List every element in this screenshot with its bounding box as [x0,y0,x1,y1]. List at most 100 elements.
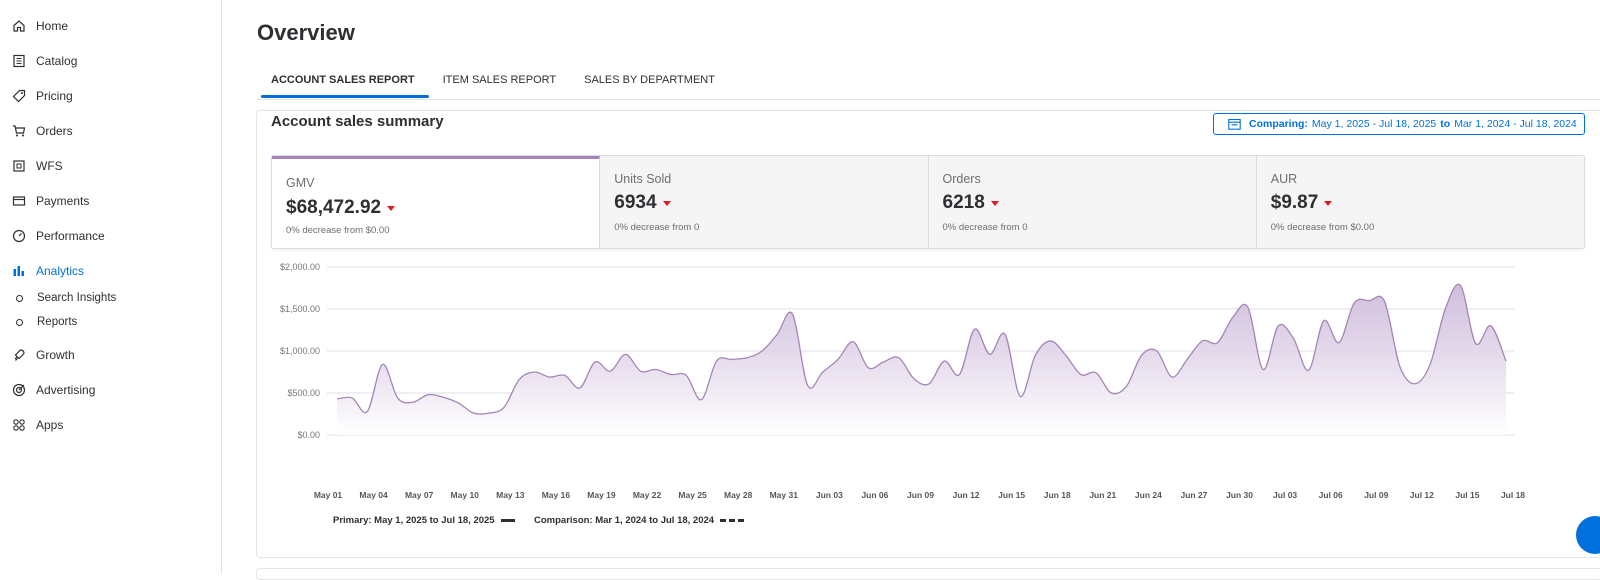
sidebar-item-label: Catalog [36,54,78,68]
x-tick-label: May 31 [770,490,799,500]
help-chat-button[interactable] [1576,516,1600,554]
kpi-tiles: GMV $68,472.92 0% decrease from $0.00 Un… [271,155,1585,249]
sidebar-item-label: Performance [36,229,105,243]
kpi-tile-orders[interactable]: Orders 6218 0% decrease from 0 [928,156,1257,248]
kpi-delta: 0% decrease from $0.00 [286,225,390,236]
kpi-value-row: $9.87 [1271,192,1333,214]
sidebar-item-payments[interactable]: Payments [12,190,89,212]
kpi-value-row: 6218 [943,192,999,214]
x-tick-label: May 28 [724,490,753,500]
page-title: Overview [257,20,355,45]
tab-sales-by-department[interactable]: SALES BY DEPARTMENT [584,74,715,86]
x-tick-label: Jun 18 [1044,490,1071,500]
main-content: Overview ACCOUNT SALES REPORT ITEM SALES… [221,0,1600,580]
sidebar-item-home[interactable]: Home [12,15,68,37]
sidebar-item-label: Growth [36,348,75,362]
sidebar-item-apps[interactable]: Apps [12,414,63,436]
kpi-tile-aur[interactable]: AUR $9.87 0% decrease from $0.00 [1256,156,1584,248]
account-sales-summary-card: Account sales summary Comparing: May 1, … [256,110,1600,558]
x-tick-label: May 19 [587,490,616,500]
bullet-icon [16,318,23,326]
catalog-icon [12,54,26,68]
sidebar-item-pricing[interactable]: Pricing [12,85,73,107]
x-tick-label: Jun 03 [816,490,843,500]
sidebar-subitem-label: Search Insights [37,292,117,304]
x-tick-label: Jun 15 [998,490,1025,500]
x-tick-label: May 16 [542,490,571,500]
home-icon [12,19,26,33]
compare-comparison-range: Mar 1, 2024 - Jul 18, 2024 [1454,118,1577,130]
bar-chart-icon [12,264,26,278]
sidebar-item-advertising[interactable]: Advertising [12,379,95,401]
series-line [336,283,1507,415]
x-tick-label: May 13 [496,490,525,500]
sidebar-subitem-reports[interactable]: Reports [16,313,77,331]
kpi-delta: 0% decrease from 0 [614,222,700,233]
card-icon [12,194,26,208]
kpi-value: 6934 [614,192,657,213]
kpi-value-row: $68,472.92 [286,197,396,219]
compare-to: to [1440,118,1451,130]
x-tick-label: Jul 06 [1319,490,1343,500]
legend-primary: Primary: May 1, 2025 to Jul 18, 2025 [333,515,515,526]
x-tick-label: Jul 18 [1501,490,1525,500]
sidebar-item-performance[interactable]: Performance [12,225,105,247]
sidebar-item-label: Pricing [36,89,73,103]
sidebar-item-label: Home [36,19,69,33]
report-tabs: ACCOUNT SALES REPORT ITEM SALES REPORT S… [257,62,729,98]
y-tick-label: $0.00 [297,430,320,440]
legend-solid-swatch [500,519,515,522]
sidebar-item-label: Advertising [36,383,96,397]
gauge-icon [12,229,26,243]
x-tick-label: May 04 [359,490,388,500]
sidebar-item-catalog[interactable]: Catalog [12,50,77,72]
sidebar-item-orders[interactable]: Orders [12,120,73,142]
compare-label: Comparing: [1249,118,1308,130]
sidebar-subitem-label: Reports [37,316,78,328]
bullet-icon [16,294,23,302]
legend-dashed-swatch [720,519,747,522]
kpi-tile-units-sold[interactable]: Units Sold 6934 0% decrease from 0 [600,156,929,248]
sidebar-item-label: Payments [36,194,90,208]
next-card [256,568,1600,580]
calendar-icon [1228,118,1241,130]
y-tick-label: $1,500.00 [280,304,320,314]
sidebar-item-label: Analytics [36,264,85,278]
sidebar-item-label: WFS [36,159,63,173]
x-tick-label: Jul 09 [1364,490,1388,500]
sidebar-item-wfs[interactable]: WFS [12,155,63,177]
kpi-tile-gmv[interactable]: GMV $68,472.92 0% decrease from $0.00 [272,156,601,248]
sidebar-subitem-search-insights[interactable]: Search Insights [16,289,116,307]
x-tick-label: Jun 27 [1180,490,1207,500]
tab-item-sales-report[interactable]: ITEM SALES REPORT [442,74,557,86]
y-tick-label: $1,000.00 [280,346,320,356]
kpi-delta: 0% decrease from $0.00 [1270,222,1375,233]
target-icon [12,383,26,397]
y-tick-label: $2,000.00 [280,262,320,272]
x-tick-label: Jun 30 [1226,490,1253,500]
x-tick-label: Jul 03 [1273,490,1297,500]
compare-date-range-button[interactable]: Comparing: May 1, 2025 - Jul 18, 2025 to… [1213,113,1585,135]
tab-account-sales-report[interactable]: ACCOUNT SALES REPORT [257,62,429,98]
x-tick-label: Jun 21 [1089,490,1116,500]
kpi-label: Units Sold [614,172,672,186]
kpi-value: $9.87 [1270,192,1319,213]
legend-primary-label: Primary: May 1, 2025 to Jul 18, 2025 [333,515,495,526]
x-tick-label: Jul 15 [1455,490,1479,500]
series-area-fill [337,284,1506,435]
x-tick-label: May 22 [633,490,662,500]
compare-primary-range: May 1, 2025 - Jul 18, 2025 [1311,118,1437,130]
sidebar-item-analytics[interactable]: Analytics [12,260,84,282]
down-arrow-icon [1324,200,1333,206]
sidebar-item-growth[interactable]: Growth [12,344,75,366]
kpi-label: AUR [1270,172,1298,186]
gmv-area-chart: $2,000.00 $1,500.00 $1,000.00 $500.00 $0.00 M… [280,262,1525,500]
kpi-value: $68,472.92 [286,197,382,218]
x-tick-label: Jun 24 [1135,490,1162,500]
x-tick-label: May 25 [678,490,707,500]
sidebar-item-label: Orders [36,124,73,138]
x-tick-label: Jun 06 [861,490,888,500]
x-tick-label: May 07 [405,490,434,500]
tabs-divider [257,99,1600,100]
cart-icon [12,124,26,138]
